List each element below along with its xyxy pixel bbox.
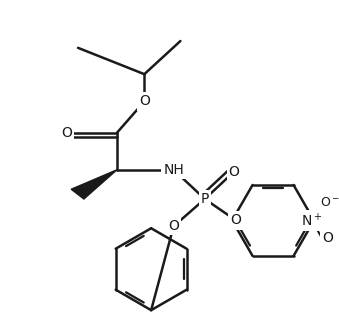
Polygon shape [71, 170, 117, 199]
Text: O: O [322, 231, 333, 245]
Text: N$^+$: N$^+$ [301, 212, 323, 229]
Text: O: O [228, 165, 239, 179]
Text: O: O [139, 94, 150, 108]
Text: O: O [61, 126, 72, 140]
Text: O: O [231, 213, 241, 227]
Text: O: O [168, 219, 179, 233]
Text: NH: NH [163, 163, 184, 177]
Text: O$^-$: O$^-$ [320, 197, 339, 209]
Text: P: P [201, 192, 209, 206]
